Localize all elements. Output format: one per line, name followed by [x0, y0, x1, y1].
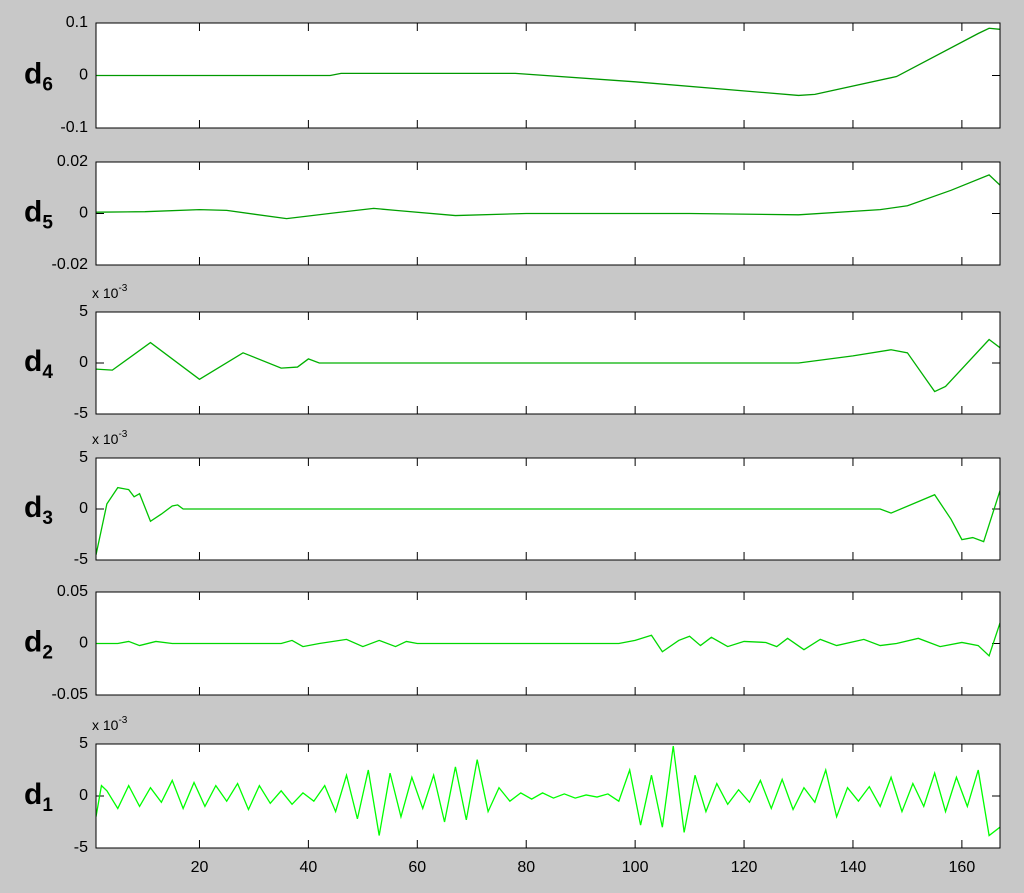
- exponent-power: -3: [118, 429, 127, 440]
- plot-border: [95, 591, 1001, 696]
- y-tick-label: -5: [74, 405, 88, 422]
- exponent-base: x 10: [92, 431, 119, 447]
- y-tick-label: -0.02: [52, 256, 89, 273]
- exponent-label: x 10-3: [92, 429, 128, 447]
- exponent-label: x 10-3: [92, 715, 128, 733]
- y-axis-label-subscript: 5: [42, 213, 53, 234]
- y-tick-label: -5: [74, 551, 88, 568]
- y-tick-label: -0.1: [60, 119, 88, 136]
- y-tick-label: -5: [74, 839, 88, 856]
- exponent-base: x 10: [92, 285, 119, 301]
- plot-border: [95, 743, 1001, 849]
- plot-border: [95, 457, 1001, 561]
- y-tick-label: 0: [79, 787, 88, 804]
- y-axis-label: d1: [24, 778, 53, 816]
- y-axis-label: d5: [24, 195, 53, 233]
- x-tick-label: 160: [949, 859, 976, 876]
- y-tick-label: -0.05: [52, 686, 89, 703]
- y-axis-label-subscript: 2: [42, 643, 53, 664]
- data-line: [96, 174, 1000, 220]
- x-tick-label: 40: [299, 859, 317, 876]
- exponent-power: -3: [118, 715, 127, 726]
- data-line: [96, 338, 1000, 393]
- y-tick-label: 0.05: [57, 583, 88, 600]
- y-axis-label: d6: [24, 57, 53, 95]
- x-tick-label: 60: [408, 859, 426, 876]
- plot-border: [95, 22, 1001, 129]
- x-tick-label: 80: [517, 859, 535, 876]
- y-axis-label-main: d: [24, 57, 42, 90]
- y-tick-label: 0.02: [57, 153, 88, 170]
- y-tick-label: 5: [79, 303, 88, 320]
- y-tick-label: 0: [79, 500, 88, 517]
- y-axis-label-subscript: 4: [42, 362, 53, 383]
- y-tick-label: 0: [79, 67, 88, 84]
- x-tick-label: 20: [191, 859, 209, 876]
- y-tick-label: 5: [79, 449, 88, 466]
- exponent-label: x 10-3: [92, 283, 128, 301]
- y-axis-label-main: d: [24, 625, 42, 658]
- y-axis-label-main: d: [24, 778, 42, 811]
- y-axis-label: d3: [24, 491, 53, 529]
- exponent-power: -3: [118, 283, 127, 294]
- data-line: [96, 622, 1000, 658]
- y-axis-label: d2: [24, 625, 53, 663]
- y-tick-label: 0: [79, 205, 88, 222]
- y-axis-label-subscript: 3: [42, 508, 53, 529]
- data-line: [96, 486, 1000, 556]
- x-tick-label: 100: [622, 859, 649, 876]
- y-axis-label-main: d: [24, 491, 42, 524]
- y-tick-label: 5: [79, 735, 88, 752]
- y-tick-label: 0.1: [66, 14, 88, 31]
- x-tick-label: 120: [731, 859, 758, 876]
- x-tick-label: 140: [840, 859, 867, 876]
- y-axis-label-main: d: [24, 195, 42, 228]
- y-axis-label-subscript: 1: [42, 795, 53, 816]
- y-tick-label: 0: [79, 635, 88, 652]
- data-line: [96, 27, 1000, 97]
- exponent-base: x 10: [92, 717, 119, 733]
- y-tick-label: 0: [79, 354, 88, 371]
- plot-border: [95, 161, 1001, 266]
- y-axis-label: d4: [24, 345, 53, 383]
- data-line: [96, 745, 1000, 837]
- y-axis-label-subscript: 6: [42, 75, 53, 96]
- plot-border: [95, 311, 1001, 415]
- y-axis-label-main: d: [24, 345, 42, 378]
